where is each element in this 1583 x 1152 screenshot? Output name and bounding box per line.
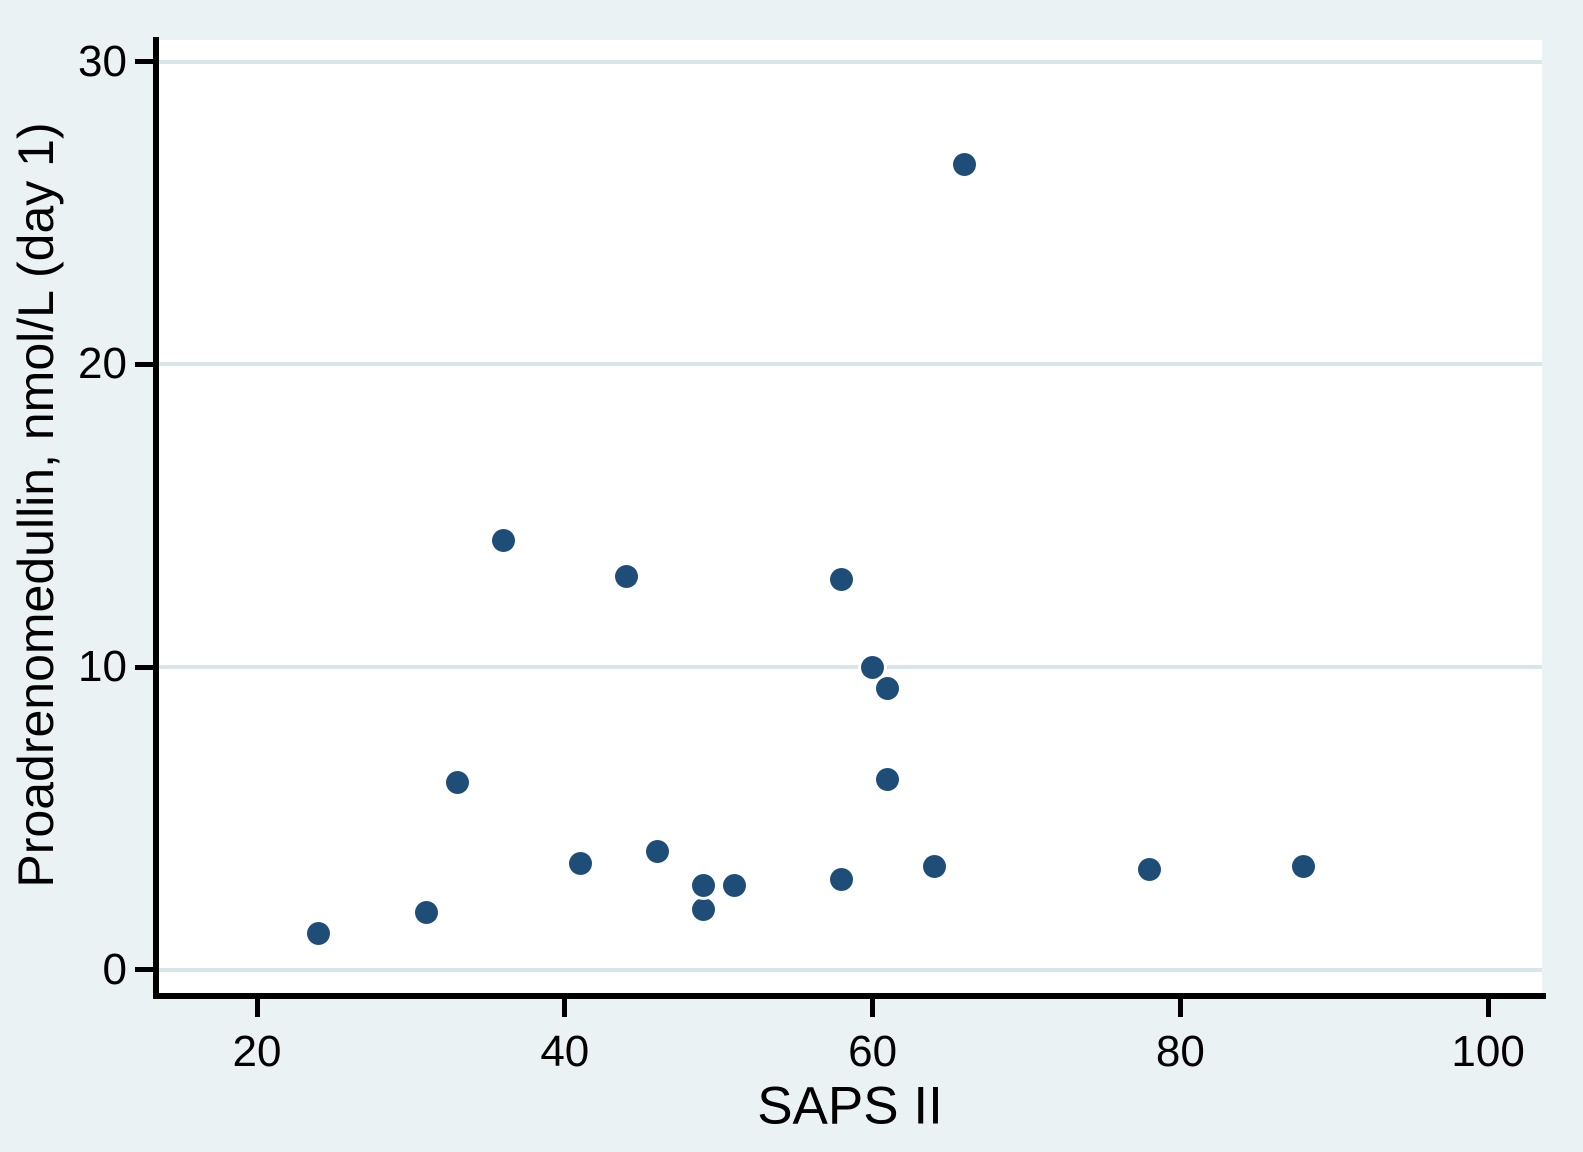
- data-point: [691, 873, 715, 897]
- data-point: [491, 528, 515, 552]
- data-point: [953, 153, 977, 177]
- data-point: [645, 840, 669, 864]
- y-tick-label: 10: [78, 642, 127, 692]
- y-tick-mark: [135, 664, 154, 670]
- data-point: [861, 655, 885, 679]
- data-point: [876, 767, 900, 791]
- x-tick-label: 20: [232, 1027, 282, 1076]
- plot-area: [157, 40, 1542, 995]
- y-gridline: [159, 665, 1542, 670]
- data-point: [722, 873, 746, 897]
- x-tick-label: 60: [848, 1027, 898, 1076]
- data-point: [691, 897, 715, 921]
- y-tick-mark: [135, 59, 154, 65]
- x-axis-title: SAPS II: [757, 1076, 943, 1136]
- y-gridline: [159, 967, 1542, 972]
- data-point: [1138, 858, 1162, 882]
- x-tick-mark: [1485, 999, 1491, 1017]
- y-axis-title: Proadrenomedullin, nmol/L (day 1): [8, 122, 64, 888]
- data-point: [922, 855, 946, 879]
- x-tick-mark: [562, 999, 568, 1017]
- x-tick-label: 40: [540, 1027, 590, 1076]
- data-point: [1291, 855, 1315, 879]
- y-tick-label: 20: [78, 339, 127, 389]
- x-tick-mark: [870, 999, 876, 1017]
- y-tick-label: 0: [102, 944, 127, 994]
- y-gridline: [159, 59, 1542, 64]
- data-point: [414, 900, 438, 924]
- x-tick-label: 100: [1451, 1027, 1525, 1076]
- y-tick-label: 30: [78, 36, 127, 86]
- y-gridline: [159, 362, 1542, 367]
- data-point: [830, 867, 854, 891]
- y-tick-mark: [135, 967, 154, 973]
- x-tick-label: 80: [1155, 1027, 1205, 1076]
- data-point: [568, 852, 592, 876]
- y-axis-line: [153, 37, 159, 999]
- x-tick-mark: [1177, 999, 1183, 1017]
- data-point: [307, 922, 331, 946]
- y-tick-mark: [135, 361, 154, 367]
- data-point: [830, 567, 854, 591]
- data-point: [876, 676, 900, 700]
- data-point: [445, 770, 469, 794]
- data-point: [614, 564, 638, 588]
- x-tick-mark: [254, 999, 260, 1017]
- x-axis-line: [153, 993, 1546, 999]
